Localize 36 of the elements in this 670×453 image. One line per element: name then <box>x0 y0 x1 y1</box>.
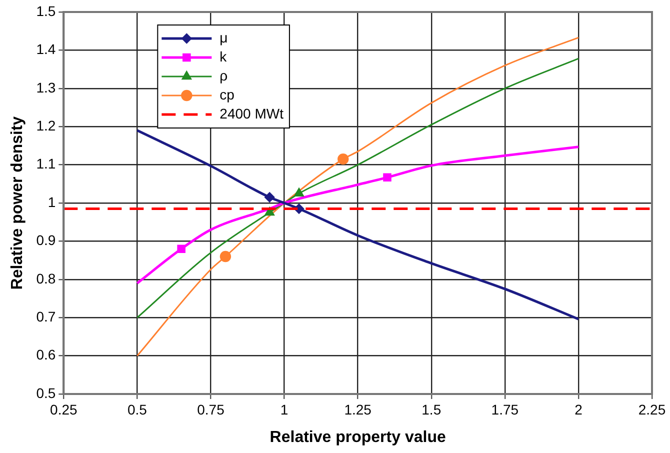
x-tick-label: 2.25 <box>638 401 666 418</box>
y-tick-label: 1.1 <box>36 156 56 172</box>
point <box>338 153 349 165</box>
x-tick-label: 1.5 <box>422 401 442 418</box>
legend-label: 2400 MWt <box>220 105 284 122</box>
x-tick-label: 0.25 <box>50 401 78 418</box>
line-series <box>136 146 580 284</box>
y-tick-label: 1 <box>48 194 56 210</box>
legend-label: μ <box>220 29 228 46</box>
y-tick-label: 0.8 <box>36 270 56 286</box>
y-tick-label: 0.5 <box>36 384 56 401</box>
x-tick-label: 0.75 <box>197 401 225 418</box>
y-axis-title: Relative power density <box>9 116 26 290</box>
y-tick-label: 1.4 <box>36 41 56 58</box>
line-series <box>136 129 580 320</box>
y-tick-label: 1.3 <box>36 79 56 96</box>
x-tick-label: 1.25 <box>344 401 372 418</box>
point <box>177 244 186 253</box>
y-tick-label: 1.5 <box>36 2 56 19</box>
point <box>264 192 275 202</box>
x-tick-label: 1 <box>280 401 288 418</box>
y-tick-label: 0.7 <box>36 308 56 324</box>
line-series <box>136 36 580 357</box>
point <box>383 173 392 182</box>
legend-label: cp <box>220 86 235 102</box>
x-tick-label: 1.75 <box>491 401 519 418</box>
y-tick-label: 0.6 <box>36 346 56 363</box>
legend-label: ρ <box>220 67 228 84</box>
x-tick-label: 0.5 <box>127 401 148 418</box>
y-tick-label: 0.9 <box>36 232 56 248</box>
x-axis-title: Relative property value <box>270 428 446 446</box>
x-tick-label: 2 <box>574 401 583 418</box>
y-tick-label: 1.2 <box>36 117 56 134</box>
point <box>220 250 232 262</box>
legend-label: k <box>220 48 228 64</box>
point <box>294 188 304 197</box>
